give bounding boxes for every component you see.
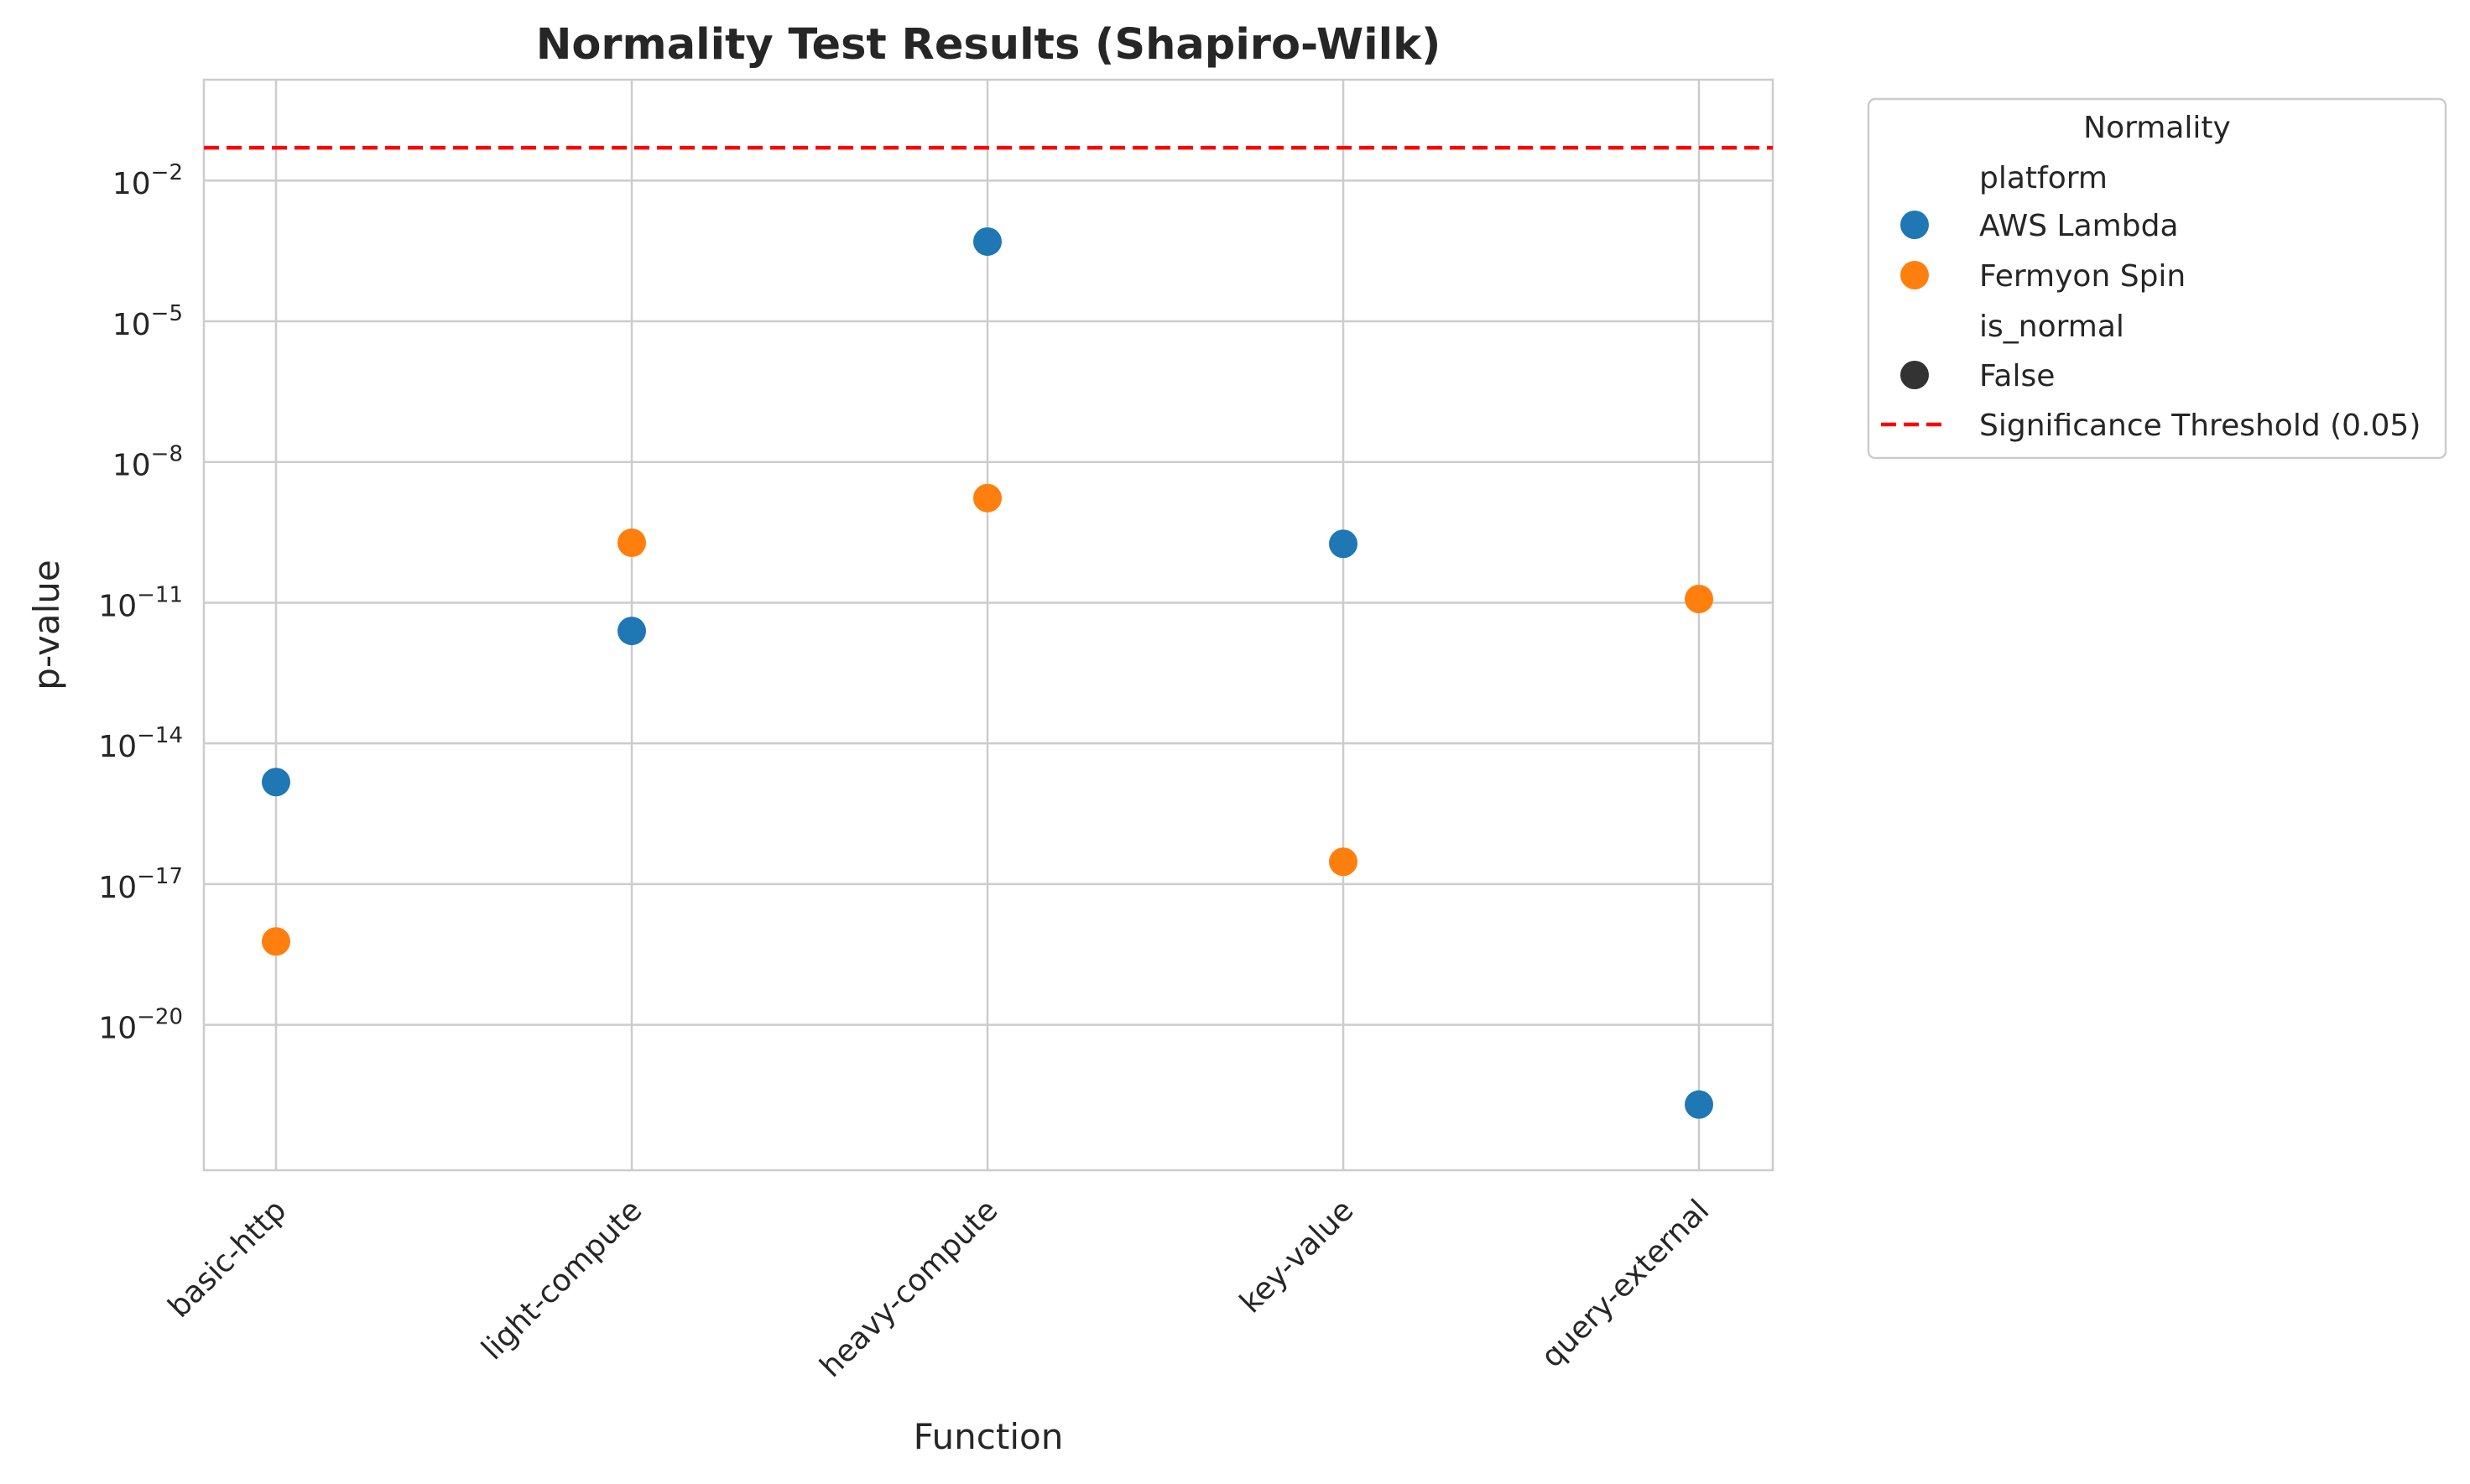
data-points — [262, 227, 1713, 1119]
legend-label-aws-lambda: AWS Lambda — [1979, 209, 2179, 243]
x-tick-label-light-compute: light-compute — [475, 1193, 649, 1367]
legend-label-threshold: Significance Threshold (0.05) — [1979, 409, 2420, 443]
y-tick-labels: 10−2 10−5 10−8 10−11 10−14 10−17 10−20 — [98, 160, 183, 1045]
point-aws-heavy-compute — [973, 227, 1002, 256]
point-aws-basic-http — [262, 768, 290, 797]
x-tick-label-key-value: key-value — [1233, 1193, 1360, 1320]
legend-title: Normality — [2083, 111, 2231, 145]
chart-title: Normality Test Results (Shapiro-Wilk) — [536, 20, 1441, 70]
y-tick-label: 10−2 — [112, 160, 183, 201]
point-spin-key-value — [1329, 847, 1357, 877]
x-axis-label: Function — [914, 1416, 1064, 1457]
x-tick-label-basic-http: basic-http — [162, 1193, 294, 1325]
y-tick-label: 10−11 — [98, 582, 183, 623]
point-aws-key-value — [1329, 529, 1357, 559]
x-tick-labels: basic-http light-compute heavy-compute key-… — [162, 1193, 1717, 1384]
legend-marker-aws-lambda — [1900, 211, 1929, 239]
point-spin-light-compute — [618, 528, 646, 557]
legend-label-fermyon-spin: Fermyon Spin — [1979, 259, 2186, 294]
point-aws-query-external — [1685, 1090, 1713, 1119]
point-spin-basic-http — [262, 927, 290, 956]
point-aws-light-compute — [618, 617, 646, 646]
legend-box — [1867, 97, 2447, 460]
legend-marker-fermyon-spin — [1900, 261, 1929, 289]
legend-marker-false — [1900, 361, 1929, 389]
point-spin-query-external — [1685, 585, 1713, 614]
legend-header-platform: platform — [1979, 161, 2108, 195]
legend: Normality platform AWS Lambda Fermyon Sp… — [1867, 97, 2447, 460]
x-tick-label-query-external: query-external — [1535, 1193, 1716, 1374]
y-tick-label: 10−17 — [98, 864, 183, 905]
legend-label-false: False — [1979, 359, 2055, 393]
y-tick-label: 10−5 — [112, 301, 183, 342]
y-tick-label: 10−8 — [112, 442, 183, 483]
point-spin-heavy-compute — [973, 483, 1002, 513]
y-tick-label: 10−14 — [98, 723, 183, 764]
y-axis-label: p-value — [26, 560, 67, 690]
y-tick-label: 10−20 — [98, 1005, 183, 1046]
x-tick-label-heavy-compute: heavy-compute — [814, 1193, 1005, 1384]
legend-header-is-normal: is_normal — [1979, 310, 2124, 344]
